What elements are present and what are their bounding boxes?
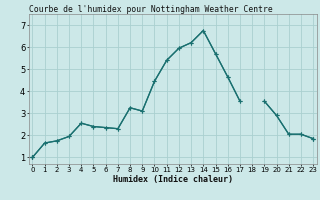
X-axis label: Humidex (Indice chaleur): Humidex (Indice chaleur) <box>113 175 233 184</box>
Text: Courbe de l'humidex pour Nottingham Weather Centre: Courbe de l'humidex pour Nottingham Weat… <box>29 5 273 14</box>
